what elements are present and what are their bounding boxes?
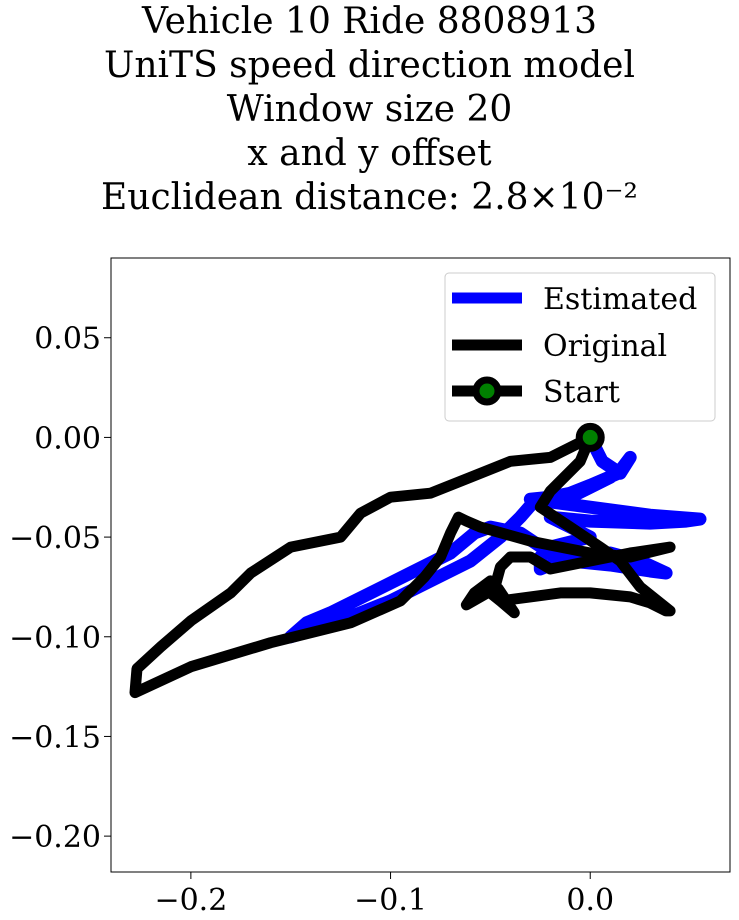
title-line-3: Window size 20 bbox=[226, 89, 513, 130]
legend-start-label: Start bbox=[543, 375, 620, 410]
y-axis: 0.05 0.00 −0.05 −0.10 −0.15 −0.20 bbox=[9, 322, 111, 855]
y-tick-label: 0.05 bbox=[34, 322, 101, 357]
legend-estimated-label: Estimated bbox=[543, 282, 697, 317]
title-line-2: UniTS speed direction model bbox=[104, 45, 635, 86]
legend-original-label: Original bbox=[543, 329, 667, 364]
y-tick-label: −0.10 bbox=[9, 621, 101, 656]
y-tick-label: −0.05 bbox=[9, 521, 101, 556]
legend-start-marker bbox=[472, 376, 502, 406]
x-tick-label: −0.1 bbox=[354, 883, 427, 918]
legend-box bbox=[444, 272, 716, 422]
start-marker bbox=[575, 422, 605, 452]
series-line-original bbox=[129, 431, 676, 699]
plot-frame bbox=[110, 257, 731, 873]
series-layer bbox=[129, 422, 707, 699]
x-tick-label: 0.0 bbox=[566, 883, 614, 918]
title-line-1: Vehicle 10 Ride 8808913 bbox=[141, 1, 598, 42]
title-line-4: x and y offset bbox=[247, 133, 492, 174]
legend: Estimated Original Start bbox=[444, 272, 716, 422]
y-tick-label: 0.00 bbox=[34, 421, 101, 456]
x-tick-label: −0.2 bbox=[154, 883, 227, 918]
chart-title: Vehicle 10 Ride 8808913 UniTS speed dire… bbox=[0, 0, 739, 220]
x-axis: −0.2 −0.1 0.0 bbox=[154, 872, 614, 918]
y-tick-label: −0.20 bbox=[9, 820, 101, 855]
title-line-5: Euclidean distance: 2.8×10⁻² bbox=[101, 177, 638, 218]
y-tick-label: −0.15 bbox=[9, 720, 101, 755]
